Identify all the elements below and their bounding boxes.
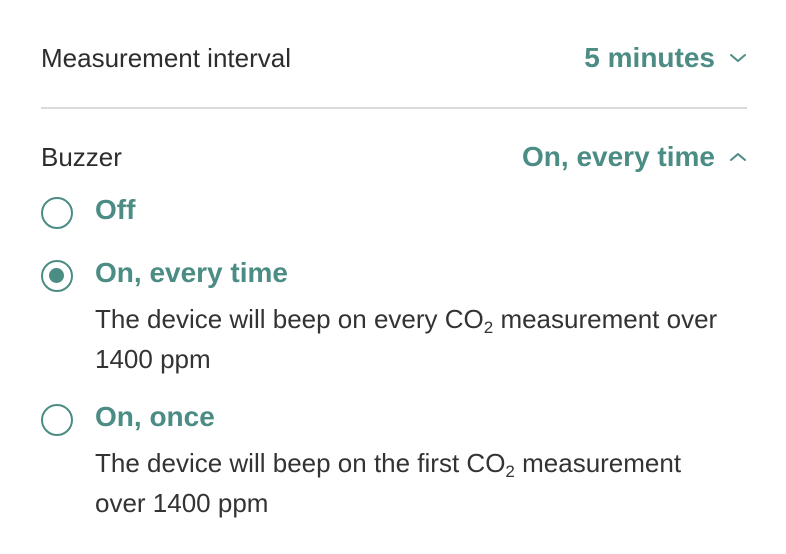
option-every-time-description: The device will beep on every CO2 measur… (95, 299, 735, 379)
chevron-down-icon (729, 52, 747, 64)
measurement-interval-dropdown[interactable]: 5 minutes (584, 42, 747, 74)
option-once-description: The device will beep on the first CO2 me… (95, 443, 735, 523)
desc-text: The device will beep on the first CO (95, 448, 506, 478)
radio-off[interactable] (41, 197, 73, 229)
option-every-time-title[interactable]: On, every time (95, 257, 288, 288)
option-once-title[interactable]: On, once (95, 401, 215, 432)
desc-text: measurement over 1400 ppm (95, 448, 682, 518)
buzzer-label: Buzzer (41, 141, 122, 172)
desc-subscript: 2 (483, 318, 494, 337)
measurement-interval-label: Measurement interval (41, 42, 291, 73)
chevron-up-icon (729, 151, 747, 163)
radio-every-time[interactable] (41, 260, 73, 292)
buzzer-dropdown[interactable]: On, every time (522, 141, 747, 173)
divider (41, 107, 747, 109)
radio-once[interactable] (41, 404, 73, 436)
desc-subscript: 2 (505, 462, 515, 481)
buzzer-row[interactable]: Buzzer On, every time (41, 135, 747, 179)
measurement-interval-row[interactable]: Measurement interval 5 minutes (41, 36, 747, 80)
measurement-interval-value: 5 minutes (584, 42, 715, 73)
desc-text: measurement over 1400 ppm (95, 304, 718, 374)
buzzer-value: On, every time (522, 141, 715, 172)
desc-text: The device will beep on every CO (95, 304, 484, 334)
option-off-title[interactable]: Off (95, 194, 136, 225)
